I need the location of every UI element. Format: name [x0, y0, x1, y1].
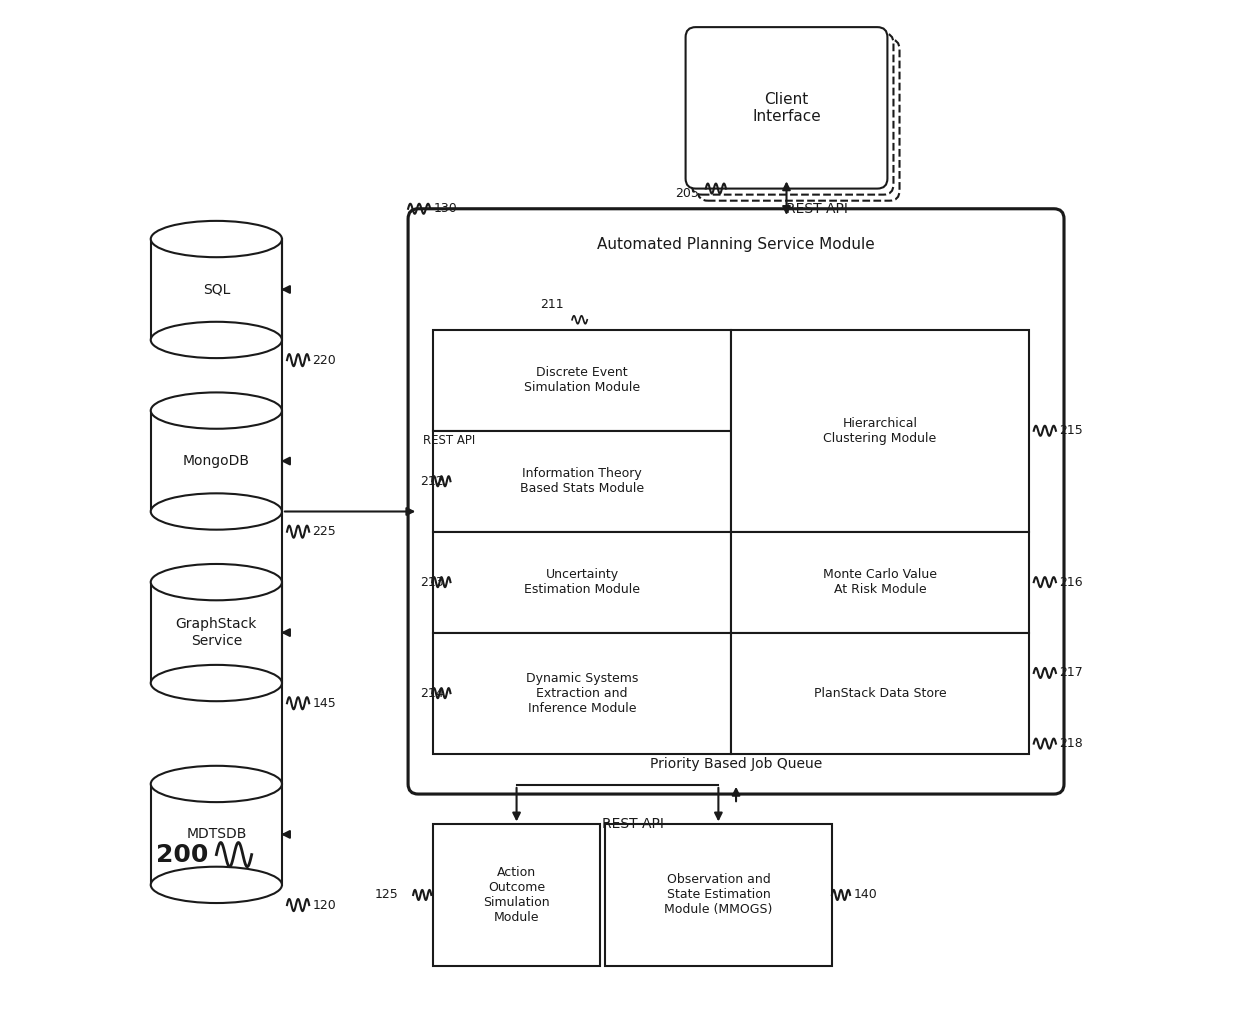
Text: 217: 217 — [1059, 666, 1083, 679]
Text: 205: 205 — [676, 187, 699, 201]
Ellipse shape — [151, 393, 281, 429]
Text: 214: 214 — [420, 686, 444, 700]
Ellipse shape — [151, 564, 281, 601]
Text: Discrete Event
Simulation Module: Discrete Event Simulation Module — [525, 366, 640, 394]
FancyBboxPatch shape — [698, 39, 899, 201]
Text: Client
Interface: Client Interface — [753, 92, 821, 124]
Text: 212: 212 — [420, 475, 444, 488]
Bar — [433, 532, 732, 632]
Text: MDTSDB: MDTSDB — [186, 828, 247, 841]
Text: 130: 130 — [433, 203, 458, 215]
Text: GraphStack
Service: GraphStack Service — [176, 618, 257, 648]
Text: 215: 215 — [1059, 425, 1083, 437]
Bar — [433, 632, 732, 754]
Bar — [732, 632, 1029, 754]
Text: Action
Outcome
Simulation
Module: Action Outcome Simulation Module — [484, 865, 549, 924]
Ellipse shape — [151, 866, 281, 903]
Text: 216: 216 — [1059, 576, 1083, 588]
Text: Priority Based Job Queue: Priority Based Job Queue — [650, 757, 822, 770]
Bar — [433, 329, 732, 431]
Text: 220: 220 — [312, 354, 336, 366]
Text: REST API: REST API — [423, 435, 475, 447]
Text: 145: 145 — [312, 697, 336, 710]
Bar — [605, 825, 832, 966]
Bar — [433, 825, 600, 966]
Text: 225: 225 — [312, 525, 336, 538]
Bar — [151, 784, 281, 885]
Ellipse shape — [151, 766, 281, 802]
Text: Information Theory
Based Stats Module: Information Theory Based Stats Module — [520, 468, 645, 495]
Text: 211: 211 — [541, 298, 564, 311]
Bar — [732, 329, 1029, 532]
Text: 213: 213 — [420, 576, 444, 588]
Text: 120: 120 — [312, 898, 336, 911]
Bar — [151, 410, 281, 512]
Text: MongoDB: MongoDB — [182, 454, 249, 469]
FancyBboxPatch shape — [408, 209, 1064, 794]
Text: REST API: REST API — [601, 817, 663, 832]
Text: 140: 140 — [854, 888, 878, 901]
Text: Dynamic Systems
Extraction and
Inference Module: Dynamic Systems Extraction and Inference… — [526, 672, 639, 715]
Bar — [433, 431, 732, 532]
Text: REST API: REST API — [786, 202, 848, 216]
Text: Hierarchical
Clustering Module: Hierarchical Clustering Module — [823, 416, 936, 445]
Text: Uncertainty
Estimation Module: Uncertainty Estimation Module — [525, 568, 640, 596]
Text: Observation and
State Estimation
Module (MMOGS): Observation and State Estimation Module … — [665, 874, 773, 917]
Text: PlanStack Data Store: PlanStack Data Store — [813, 686, 946, 700]
Text: 125: 125 — [374, 888, 398, 901]
FancyBboxPatch shape — [692, 33, 894, 194]
Ellipse shape — [151, 665, 281, 701]
Text: 218: 218 — [1059, 738, 1083, 750]
Ellipse shape — [151, 221, 281, 257]
Bar — [151, 582, 281, 683]
FancyBboxPatch shape — [686, 28, 888, 188]
Text: SQL: SQL — [202, 282, 231, 297]
Bar — [732, 532, 1029, 632]
Text: Monte Carlo Value
At Risk Module: Monte Carlo Value At Risk Module — [823, 568, 937, 596]
Ellipse shape — [151, 493, 281, 530]
Text: 200: 200 — [156, 843, 208, 866]
Text: Automated Planning Service Module: Automated Planning Service Module — [598, 236, 875, 252]
Bar — [151, 239, 281, 340]
Ellipse shape — [151, 322, 281, 358]
